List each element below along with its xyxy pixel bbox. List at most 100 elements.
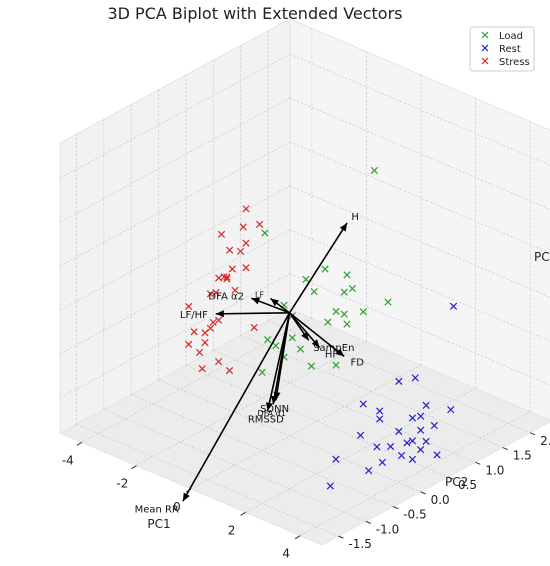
y-tick-label: 1.5 <box>513 449 532 463</box>
vector-label: Mean RR <box>135 504 179 515</box>
marker-stroke <box>422 437 430 446</box>
vector-label: FD <box>350 357 364 368</box>
y-tick-label: -0.5 <box>403 508 426 522</box>
point-stress <box>185 302 193 311</box>
marker-stroke <box>250 323 258 332</box>
marker-stroke <box>397 451 406 460</box>
marker-stroke <box>395 377 403 386</box>
grid-line-z-wall <box>59 141 291 267</box>
point-stress <box>231 286 239 294</box>
legend-label: Stress <box>499 57 530 68</box>
point-stress <box>212 289 220 297</box>
y-tick-label: -1.0 <box>376 522 399 536</box>
grid-line-x-floor <box>300 411 531 536</box>
marker-stroke <box>198 365 206 373</box>
grid-line-z-back <box>289 53 550 166</box>
point-load <box>264 335 272 344</box>
x-tick-mark <box>76 441 83 446</box>
marker-stroke <box>228 265 236 273</box>
legend: Load Rest Stress <box>469 26 535 72</box>
y-tick-label: -1.5 <box>348 537 371 551</box>
y-tick-mark <box>447 476 454 480</box>
point-load <box>261 229 269 237</box>
vector-hf: HF <box>288 312 339 361</box>
point-load <box>340 310 348 318</box>
point-stress <box>201 338 209 347</box>
vector-label: DFA α1 <box>258 409 286 418</box>
vector-arrowhead <box>311 339 320 348</box>
marker-stroke <box>332 455 340 463</box>
marker-stroke <box>220 273 228 281</box>
marker-stroke <box>348 284 357 293</box>
vector-lf-hf: LF/HF <box>180 310 290 321</box>
marker-stroke <box>190 328 198 336</box>
point-stress <box>223 273 231 281</box>
marker-stroke <box>408 455 417 463</box>
legend-entry-rest: Rest <box>481 44 521 55</box>
point-rest <box>378 458 386 466</box>
vector-h: H <box>288 212 359 314</box>
y-tick-mark <box>475 461 481 465</box>
marker-stroke <box>321 265 329 273</box>
y-axis-label: PC2 <box>445 475 468 489</box>
marker-stroke <box>184 340 193 348</box>
marker-stroke <box>242 264 250 272</box>
grid-line-y-floor <box>213 350 476 463</box>
point-stress <box>215 274 223 282</box>
point-load <box>343 320 351 328</box>
point-stress <box>250 323 258 332</box>
point-stress <box>242 239 250 247</box>
vector-fd: FD <box>289 312 364 368</box>
vector-label: HF <box>325 350 339 361</box>
y-tick-mark <box>502 447 508 451</box>
legend-label: Rest <box>499 44 521 55</box>
marker-stroke <box>376 407 384 415</box>
point-stress <box>236 247 245 255</box>
point-rest <box>408 455 417 463</box>
point-rest <box>411 374 419 382</box>
vector-label: DFA α2 <box>208 291 244 302</box>
grid-line-x-floor <box>190 364 422 490</box>
vector-dfa-1: DFA α1 <box>258 312 291 418</box>
marker-stroke <box>264 335 272 344</box>
point-load <box>332 307 340 316</box>
marker-stroke <box>332 307 340 316</box>
grid-line-z-wall <box>59 185 291 311</box>
x-axis-label: PC1 <box>147 517 170 531</box>
marker-stroke <box>359 308 368 316</box>
point-rest <box>395 427 403 436</box>
point-rest <box>403 439 411 447</box>
point-load <box>384 298 392 306</box>
marker-stroke <box>417 446 425 454</box>
vector-arrowhead <box>182 492 190 502</box>
vector-arrowhead <box>335 348 345 357</box>
z-axis-label: PC3 <box>534 250 550 264</box>
point-stress <box>206 290 215 298</box>
marker-stroke <box>201 338 209 347</box>
point-stress <box>217 230 226 238</box>
point-rest <box>376 407 384 415</box>
vector-line <box>289 312 345 357</box>
marker-stroke <box>242 205 250 213</box>
point-rest <box>422 401 430 409</box>
marker-stroke <box>403 439 411 447</box>
point-load <box>332 361 340 369</box>
marker-stroke <box>215 316 223 324</box>
grid-line-z-back <box>289 273 550 386</box>
point-load <box>296 345 305 353</box>
point-stress <box>198 365 206 373</box>
marker-stroke <box>417 412 425 420</box>
point-rest <box>417 426 425 434</box>
point-load <box>310 288 318 296</box>
point-rest <box>395 377 403 386</box>
marker-stroke <box>225 367 234 375</box>
grid-line-x-floor <box>81 318 312 443</box>
marker-stroke <box>365 466 373 475</box>
y-tick-label: 2.0 <box>540 434 550 448</box>
marker-stroke <box>433 451 441 459</box>
marker-stroke <box>239 223 247 231</box>
marker-stroke <box>370 166 378 175</box>
point-load <box>324 318 332 326</box>
marker-stroke <box>378 458 386 466</box>
